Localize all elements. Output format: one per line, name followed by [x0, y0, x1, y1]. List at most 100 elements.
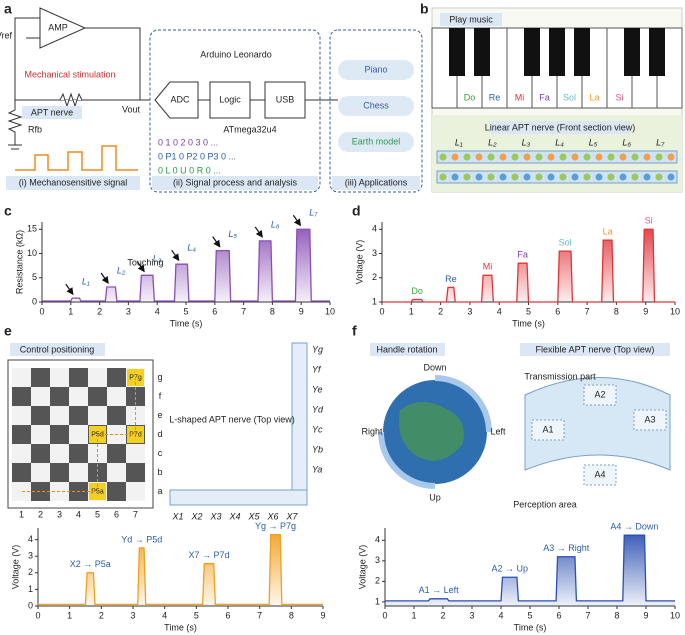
x-electrode: X4: [228, 511, 240, 521]
square: [50, 425, 69, 444]
note-label: Fa: [539, 92, 550, 102]
square: [12, 425, 31, 444]
x-tick-label: 10: [325, 306, 335, 316]
x-axis-label: Time (s): [514, 622, 547, 632]
black-key: [574, 28, 590, 76]
data-line: [385, 534, 675, 602]
label: Mechanical stimulation: [24, 69, 115, 79]
particle: [535, 173, 543, 181]
tag: [370, 343, 445, 356]
annotation: A3 → Right: [543, 543, 590, 553]
square: [31, 368, 50, 387]
annotation: A1 → Left: [419, 585, 460, 595]
particle: [511, 153, 519, 161]
annotation: L₂: [117, 265, 126, 275]
x-tick-label: 2: [97, 306, 102, 316]
x-tick-label: 6: [225, 610, 230, 620]
area-fill: [382, 229, 675, 302]
area-patch: [633, 409, 667, 431]
y-electrode: Yg: [312, 344, 323, 354]
x-tick-label: 6: [212, 306, 217, 316]
particle: [535, 153, 543, 161]
x-tick-label: 8: [270, 306, 275, 316]
tag: [440, 13, 502, 26]
particle: [439, 153, 447, 161]
panel-label: f: [352, 323, 357, 339]
direction: Right: [361, 426, 383, 436]
panel-label: c: [4, 203, 12, 219]
square: [126, 444, 145, 463]
square: [69, 368, 88, 387]
x-electrode: X2: [190, 511, 202, 521]
areas: A1 A2 A3 A4: [531, 384, 667, 486]
panel-b: Do Re Mi Fa Sol La Si Play music Linear APT ne…: [431, 7, 683, 193]
annotation: L₅: [228, 229, 237, 239]
caption: (ii) Signal process and analysis: [173, 177, 298, 187]
y-electrode: Ye: [312, 384, 323, 394]
panel-label: a: [4, 1, 12, 17]
annotation: Yd → P5d: [121, 534, 162, 544]
segment-label: L₁: [455, 137, 463, 147]
row-label: e: [157, 410, 162, 420]
x-axis-label: Time (s): [170, 318, 203, 328]
x-tick-label: 2: [440, 610, 445, 620]
label: USB: [276, 94, 295, 104]
label: Play music: [449, 14, 493, 24]
arrow: [254, 226, 263, 238]
particle: [595, 153, 603, 161]
particle: [607, 173, 615, 181]
x-tick-label: 1: [411, 610, 416, 620]
wire: [85, 27, 141, 100]
area-patch: [583, 384, 617, 406]
annotation: Mi: [483, 262, 493, 272]
bit-stream: 0 L 0 U 0 R 0 ...: [158, 165, 221, 175]
x-tick-label: 1: [68, 306, 73, 316]
col-label: 4: [76, 509, 81, 519]
area-patch: [583, 464, 617, 486]
annotation: L₃: [153, 254, 162, 264]
square: [12, 406, 31, 425]
label: Arduino Leonardo: [200, 49, 272, 59]
square: [107, 482, 126, 501]
annotation: Re: [445, 274, 457, 284]
x-tick-label: 9: [643, 610, 648, 620]
particle: [559, 153, 567, 161]
square: [126, 463, 145, 482]
arrow: [136, 260, 145, 273]
land: [399, 401, 464, 461]
label: Handle rotation: [376, 344, 437, 354]
square: [126, 406, 145, 425]
path-line: [22, 377, 136, 492]
particle: [607, 153, 615, 161]
square: [12, 482, 31, 501]
x-tick-label: 4: [498, 610, 503, 620]
label: AMP: [48, 22, 68, 32]
area-patch: [531, 419, 565, 441]
signal-trace: [15, 145, 138, 171]
row-label: d: [157, 429, 162, 439]
nerve-shape: [524, 377, 671, 471]
x-tick-label: 5: [183, 306, 188, 316]
resistor: [59, 92, 83, 108]
y-tick-label: 1: [28, 584, 33, 594]
y-tick-label: 2: [375, 576, 380, 586]
annotation: Yg → P7g: [255, 521, 296, 531]
square: [69, 444, 88, 463]
app-label: Piano: [364, 64, 387, 74]
x-tick-label: 1: [409, 306, 414, 316]
annotation: L₄: [187, 243, 196, 253]
apps-box: [329, 29, 423, 193]
square: [31, 463, 50, 482]
square: [126, 387, 145, 406]
y-tick-label: 3: [28, 551, 33, 561]
particle: [547, 173, 555, 181]
bit-stream: 0 P1 0 P2 0 P3 0 ...: [158, 151, 236, 161]
arrow: [171, 249, 180, 262]
square: [107, 463, 126, 482]
annotation: La: [603, 227, 613, 237]
segment-label: L₇: [656, 137, 665, 147]
particle: [619, 173, 627, 181]
square: [107, 406, 126, 425]
chart: 0 5 10 15 0 1 2 3 4 5 6 7 8 9 10 Time (s) Resistance (kΩ…: [14, 208, 335, 329]
